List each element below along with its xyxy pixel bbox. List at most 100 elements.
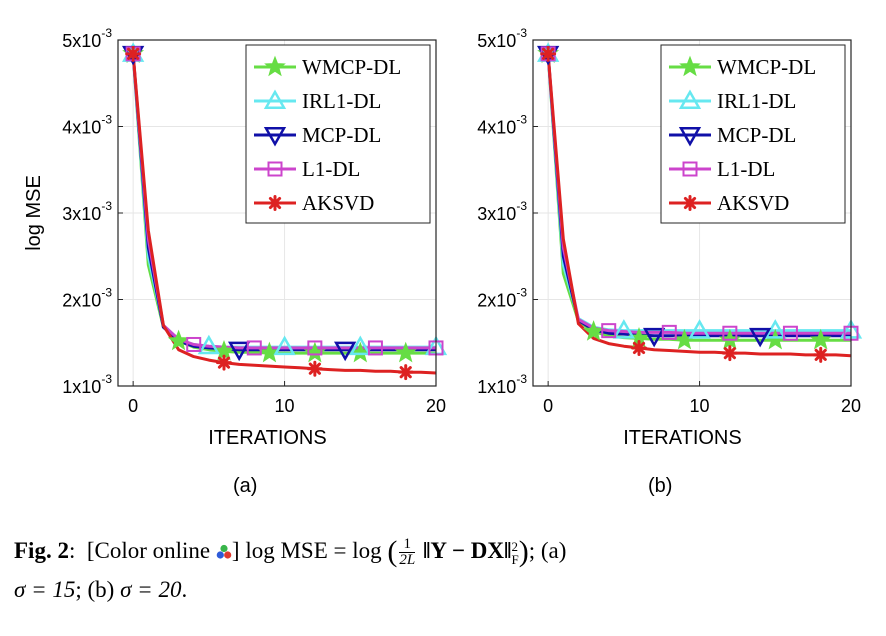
y-tick-label-3: 4x10-3 <box>477 113 527 138</box>
data-point-aksvd-6-stroke <box>217 356 231 369</box>
data-point-wmcp-dl-18 <box>394 341 417 363</box>
data-point-l1-dl-8 <box>246 340 262 356</box>
y-tick-exponent-0: -3 <box>516 372 527 386</box>
legend-label: MCP-DL <box>717 123 796 147</box>
legend-label: IRL1-DL <box>302 89 381 113</box>
y-tick-label-0: 1x10-3 <box>62 372 112 397</box>
x-axis-label: ITERATIONS <box>208 427 327 449</box>
y-tick-label-2: 3x10-3 <box>477 199 527 224</box>
legend-label: WMCP-DL <box>302 55 401 79</box>
data-point-irl1-dl-5 <box>197 334 221 355</box>
legend-swatch-marker <box>682 161 698 177</box>
data-point-wmcp-dl-18 <box>809 328 832 350</box>
y-tick-exponent-1: -3 <box>101 286 112 300</box>
data-point-aksvd-12 <box>721 345 738 362</box>
y-tick-mantissa-0: 1x10 <box>62 377 101 397</box>
caption-fraction: 1 2L <box>399 537 416 569</box>
x-tick-label-0: 0 <box>128 396 138 416</box>
data-point-aksvd-0-stroke <box>542 47 555 60</box>
legend-swatch-marker <box>678 127 702 147</box>
caption-part-b: ; (b) <box>75 577 115 602</box>
data-point-mcp-dl-7 <box>227 341 251 362</box>
data-point-aksvd-18 <box>397 364 414 381</box>
data-point-irl1-dl-15 <box>764 319 787 339</box>
legend-label: WMCP-DL <box>717 55 816 79</box>
legend: WMCP-DL IRL1-DL MCP-DL L1-DL AKSVD <box>245 44 431 224</box>
data-point-aksvd-0 <box>125 45 142 62</box>
caption-frac-den: 2L <box>399 552 416 569</box>
y-tick-mantissa-3: 4x10 <box>62 118 101 138</box>
y-tick-label-4: 5x10-3 <box>477 26 527 51</box>
legend-item-wmcp-dl: WMCP-DL <box>254 55 401 79</box>
y-tick-label-0: 1x10-3 <box>477 372 527 397</box>
data-point-aksvd-6-stroke <box>632 341 646 355</box>
legend-label: IRL1-DL <box>717 89 796 113</box>
legend-item-l1-dl: L1-DL <box>254 157 360 181</box>
y-tick-mantissa-1: 2x10 <box>62 291 101 311</box>
subfigure-label: (a) <box>233 475 257 497</box>
data-point-l1-dl-8 <box>661 324 677 340</box>
x-tick-label-2: 20 <box>841 396 861 416</box>
x-axis-label: ITERATIONS <box>623 427 742 449</box>
y-tick-label-4: 5x10-3 <box>62 26 112 51</box>
data-point-wmcp-dl-3 <box>582 320 605 341</box>
caption-sigma-a: σ = 15 <box>14 577 76 602</box>
x-tick-label-1: 10 <box>690 396 710 416</box>
caption-part-a: ; (a) <box>528 538 567 563</box>
data-point-wmcp-dl-3 <box>167 329 190 351</box>
data-point-aksvd-18-stroke <box>814 348 827 361</box>
legend-item-irl1-dl: IRL1-DL <box>254 89 381 113</box>
data-point-aksvd-0 <box>540 45 557 62</box>
data-point-aksvd-18 <box>812 346 829 363</box>
legend-swatch-marker <box>678 89 702 109</box>
legend-item-l1-dl: L1-DL <box>669 157 775 181</box>
legend-swatch-marker <box>264 55 286 77</box>
legend: WMCP-DL IRL1-DL MCP-DL L1-DL AKSVD <box>660 44 846 224</box>
y-tick-exponent-2: -3 <box>101 199 112 213</box>
legend-label: L1-DL <box>302 157 360 181</box>
legend-swatch-marker <box>679 55 701 77</box>
data-point-irl1-dl-10 <box>688 319 711 339</box>
data-point-aksvd-12-stroke <box>723 347 736 360</box>
data-point-l1-dl-16 <box>782 325 798 341</box>
caption-fig-label: Fig. 2 <box>14 538 69 563</box>
caption-norm-sub: F <box>511 551 519 567</box>
legend-label: L1-DL <box>717 157 775 181</box>
data-point-irl1-dl-5 <box>612 319 636 339</box>
y-tick-exponent-0: -3 <box>101 372 112 386</box>
caption-end: . <box>181 577 188 602</box>
chart-a: 0 10 201x10-32x10-33x10-34x10-35x10-3ITERA… <box>23 26 448 497</box>
legend-label: AKSVD <box>717 191 789 215</box>
legend-item-irl1-dl: IRL1-DL <box>669 89 796 113</box>
caption-norm: ‖Y − DX‖ <box>422 538 512 563</box>
data-point-aksvd-12 <box>306 360 323 377</box>
series-line-mcp-dl <box>131 53 436 352</box>
y-tick-label-1: 2x10-3 <box>477 286 527 311</box>
x-tick-label-2: 20 <box>426 396 446 416</box>
legend-item-wmcp-dl: WMCP-DL <box>669 55 816 79</box>
y-tick-exponent-2: -3 <box>516 199 527 213</box>
data-point-l1-dl-12 <box>722 325 738 341</box>
data-point-irl1-dl-10 <box>273 335 296 356</box>
y-tick-mantissa-4: 5x10 <box>477 31 516 51</box>
legend-swatch-marker <box>263 127 287 147</box>
y-tick-label-1: 2x10-3 <box>62 286 112 311</box>
subfigure-label: (b) <box>648 475 672 497</box>
data-point-l1-dl-4 <box>186 336 202 352</box>
y-tick-exponent-1: -3 <box>516 286 527 300</box>
caption-frac-num: 1 <box>399 537 416 554</box>
data-point-aksvd-6 <box>631 339 647 356</box>
caption-lhs: log MSE = log <box>245 538 382 563</box>
y-tick-exponent-3: -3 <box>516 113 527 127</box>
chart-b: 0 10 201x10-32x10-33x10-34x10-35x10-3ITERA… <box>477 26 863 497</box>
data-point-irl1-dl-15 <box>349 335 372 356</box>
y-tick-exponent-4: -3 <box>101 26 112 40</box>
legend-item-aksvd: AKSVD <box>669 191 789 215</box>
data-point-l1-dl-12 <box>307 340 323 356</box>
legend-swatch-marker-stroke <box>268 196 282 210</box>
legend-swatch-marker <box>267 195 283 211</box>
y-tick-label-3: 4x10-3 <box>62 113 112 138</box>
data-point-l1-dl-4 <box>601 323 617 339</box>
data-point-mcp-dl-14 <box>748 327 772 348</box>
legend-swatch-marker-stroke <box>683 196 697 210</box>
